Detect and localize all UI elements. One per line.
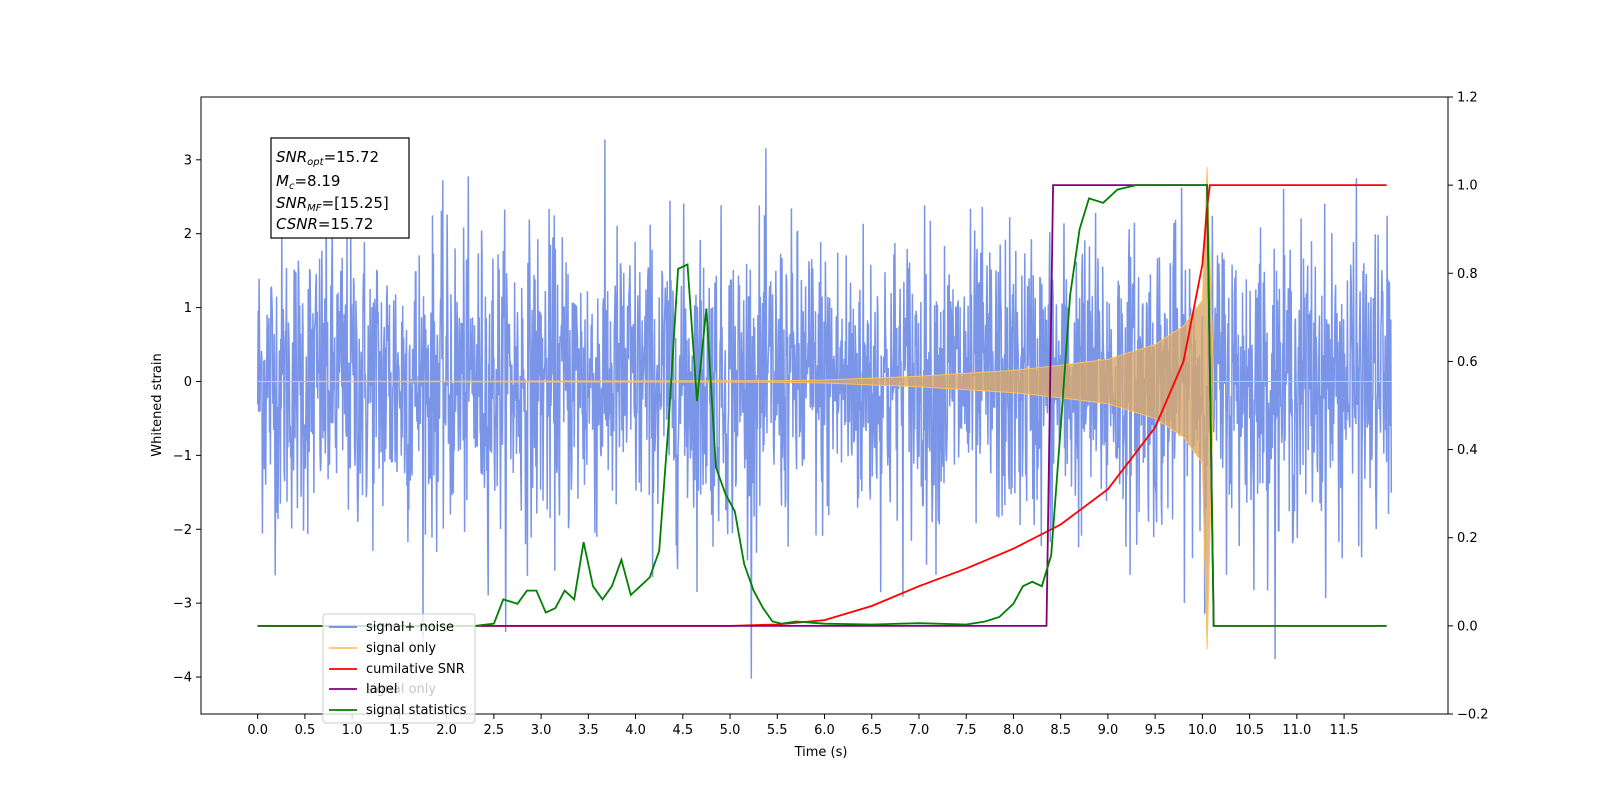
legend-label: signal only: [366, 641, 436, 656]
x-tick-label: 0.5: [295, 723, 316, 738]
legend-hidden-text: signal only: [366, 682, 436, 697]
x-tick-label: 8.0: [1003, 723, 1024, 738]
legend-item-cumulative-snr: cumilative SNR: [329, 662, 465, 677]
info-snr-mf: SNRMF=[15.25]: [276, 194, 389, 214]
y2-tick-label: 1.2: [1457, 91, 1478, 106]
legend-item-signal-statistics: signal statistics: [329, 703, 467, 718]
y-tick-label: 0: [184, 375, 192, 390]
x-tick-label: 5.0: [720, 723, 741, 738]
info-csnr: CSNR=15.72: [276, 215, 373, 233]
y-tick-label: 2: [184, 227, 192, 242]
x-tick-label: 4.5: [672, 723, 693, 738]
x-tick-label: 9.0: [1098, 723, 1119, 738]
x-tick-label: 10.0: [1188, 723, 1217, 738]
legend-label: label: [366, 682, 397, 697]
y-axis-ticks: 3 2 1 0 −1 −2 −3 −4: [173, 153, 201, 686]
y2-tick-label: −0.2: [1457, 708, 1489, 723]
x-tick-label: 2.0: [436, 723, 457, 738]
y2-tick-label: 0.0: [1457, 619, 1478, 634]
info-snr-opt: SNRopt=15.72: [276, 148, 379, 168]
x-tick-label: 6.0: [814, 723, 835, 738]
x-tick-label: 2.5: [484, 723, 505, 738]
x-tick-label: 3.0: [531, 723, 552, 738]
y-tick-label: 1: [184, 301, 192, 316]
legend-item-signal-noise: signal+ noise: [329, 620, 454, 635]
x-tick-label: 1.0: [342, 723, 363, 738]
series-layer: [256, 139, 1393, 679]
signal-only-line: [257, 167, 1392, 650]
y2-tick-label: 0.2: [1457, 531, 1478, 546]
x-tick-label: 10.5: [1235, 723, 1264, 738]
y-tick-label: −4: [173, 671, 192, 686]
y2-tick-label: 0.4: [1457, 443, 1478, 458]
y2-axis-ticks: 1.2 1.0 0.8 0.6 0.4 0.2 0.0 −0.2: [1448, 91, 1489, 723]
x-tick-label: 7.5: [956, 723, 977, 738]
x-tick-label: 3.5: [578, 723, 599, 738]
y2-tick-label: 0.8: [1457, 267, 1478, 282]
info-mc: Mc=8.19: [276, 172, 340, 192]
x-axis-ticks: 0.0 0.5 1.0 1.5 2.0 2.5 3.0 3.5 4.0 4.5 5.0 5.5 6.0 6…: [247, 714, 1359, 738]
x-tick-label: 11.5: [1330, 723, 1359, 738]
y-tick-label: 3: [184, 153, 192, 168]
x-axis-label: Time (s): [794, 745, 848, 760]
x-tick-label: 5.5: [767, 723, 788, 738]
y2-tick-label: 0.6: [1457, 355, 1478, 370]
legend-label: signal statistics: [366, 703, 467, 718]
x-tick-label: 8.5: [1050, 723, 1071, 738]
legend-label: signal+ noise: [366, 620, 454, 635]
x-tick-label: 9.5: [1145, 723, 1166, 738]
x-tick-label: 4.0: [625, 723, 646, 738]
y-tick-label: −2: [173, 523, 192, 538]
x-tick-label: 0.0: [247, 723, 268, 738]
signal-statistics-line: [257, 184, 1387, 627]
info-box: SNRopt=15.72 Mc=8.19 SNRMF=[15.25] CSNR=…: [270, 137, 410, 239]
x-tick-label: 7.0: [909, 723, 930, 738]
legend-item-signal-only: signal only: [329, 641, 436, 656]
x-tick-label: 11.0: [1282, 723, 1311, 738]
legend-item-label: label: [329, 682, 397, 697]
x-tick-label: 6.5: [861, 723, 882, 738]
x-tick-label: 1.5: [389, 723, 410, 738]
y2-tick-label: 1.0: [1457, 179, 1478, 194]
y-tick-label: −1: [173, 449, 192, 464]
y-axis-label: Whitened strain: [150, 353, 165, 456]
y-tick-label: −3: [173, 597, 192, 612]
legend-label: cumilative SNR: [366, 662, 465, 677]
legend: signal only signal+ noise signal only cu…: [322, 613, 476, 724]
